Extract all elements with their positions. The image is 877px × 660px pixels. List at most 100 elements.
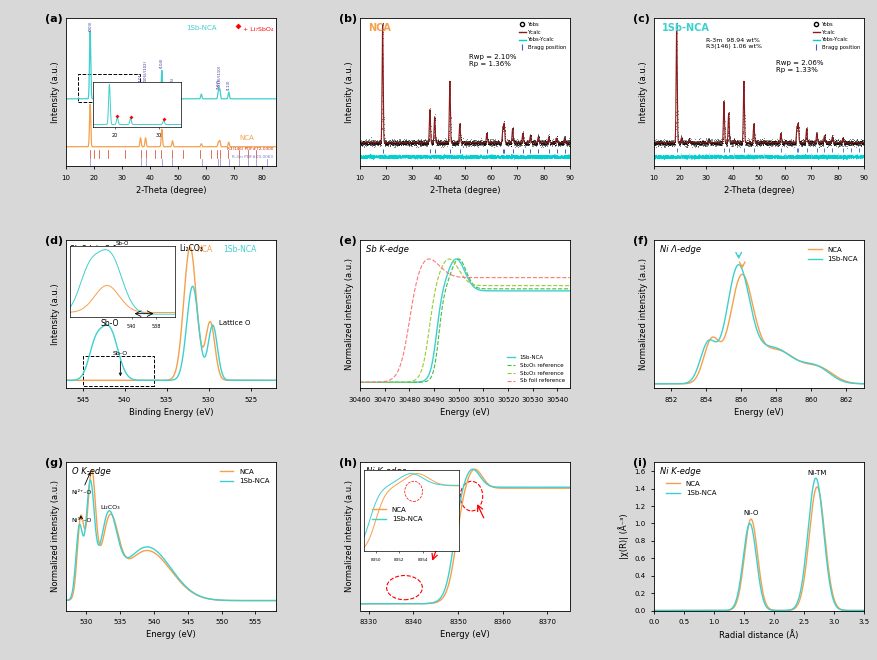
Sb foil reference <box>565 274 575 282</box>
Text: + Li₇SbO₄: + Li₇SbO₄ <box>243 27 273 32</box>
1Sb-NCA <box>744 520 754 528</box>
Text: NCA: NCA <box>196 245 212 254</box>
Legend: Yobs, Ycalc, Yobs-Ycalc, Bragg position: Yobs, Ycalc, Yobs-Ycalc, Bragg position <box>812 21 861 51</box>
Y-axis label: Normalized intensity (a.u.): Normalized intensity (a.u.) <box>51 480 61 593</box>
Sb₂O₃ reference <box>444 255 454 263</box>
Text: 1Sb-NCA: 1Sb-NCA <box>186 25 217 31</box>
NCA <box>797 587 808 595</box>
Y-axis label: Normalized intensity (a.u.): Normalized intensity (a.u.) <box>346 259 354 370</box>
1Sb-NCA <box>189 589 199 597</box>
1Sb-NCA <box>810 474 821 482</box>
Sb₂O₃ reference <box>482 282 493 290</box>
NCA <box>242 597 253 605</box>
Text: R-3m  98.94 wt%
R3(146) 1.06 wt%: R-3m 98.94 wt% R3(146) 1.06 wt% <box>706 38 762 49</box>
1Sb-NCA <box>354 378 365 386</box>
Line: 1Sb-NCA: 1Sb-NCA <box>654 478 870 610</box>
NCA <box>469 465 480 473</box>
NCA <box>444 579 454 587</box>
Sb₂O₅ reference <box>477 284 488 292</box>
1Sb-NCA <box>649 607 660 614</box>
Text: (a): (a) <box>45 14 62 24</box>
NCA <box>220 597 231 605</box>
Text: Sb 3d₃/₂–O 1s: Sb 3d₃/₂–O 1s <box>70 245 122 254</box>
1Sb-NCA <box>649 380 660 388</box>
X-axis label: Radial distance (Å): Radial distance (Å) <box>719 630 799 640</box>
NCA <box>789 354 800 362</box>
Text: R3(146) PDF#72-0300: R3(146) PDF#72-0300 <box>226 147 273 150</box>
Y-axis label: Intensity (a.u.): Intensity (a.u.) <box>639 61 648 123</box>
Text: (e): (e) <box>339 236 357 246</box>
NCA <box>865 607 875 614</box>
Text: (i): (i) <box>633 458 647 468</box>
Line: NCA: NCA <box>360 469 570 604</box>
Text: (018)/(110): (018)/(110) <box>217 65 222 86</box>
Text: NCA: NCA <box>368 23 391 33</box>
1Sb-NCA <box>773 345 783 352</box>
Text: Ni-TM: Ni-TM <box>808 469 827 476</box>
NCA <box>671 607 681 614</box>
Sb₂O₅ reference <box>367 378 378 386</box>
Sb₂O₅ reference <box>488 285 499 293</box>
1Sb-NCA <box>817 515 828 523</box>
Line: NCA: NCA <box>654 487 870 610</box>
Sb₂O₅ reference <box>514 285 524 293</box>
Text: (107): (107) <box>217 78 220 88</box>
1Sb-NCA <box>477 286 488 294</box>
X-axis label: Energy (eV): Energy (eV) <box>440 630 489 640</box>
Text: (101): (101) <box>139 71 143 82</box>
Sb₂O₅ reference <box>482 285 493 293</box>
NCA <box>565 484 575 492</box>
Bar <box>78 74 140 102</box>
Sb₂O₅ reference <box>354 378 365 386</box>
1Sb-NCA <box>474 471 485 479</box>
Text: Ni²⁺–O: Ni²⁺–O <box>71 473 91 495</box>
1Sb-NCA <box>371 600 381 608</box>
Sb foil reference <box>536 274 546 282</box>
Legend: NCA, 1Sb-NCA: NCA, 1Sb-NCA <box>369 504 425 525</box>
Bar <box>82 356 154 386</box>
Legend: NCA, 1Sb-NCA: NCA, 1Sb-NCA <box>664 478 719 499</box>
1Sb-NCA <box>367 378 378 386</box>
1Sb-NCA <box>797 578 808 586</box>
NCA <box>744 286 754 294</box>
NCA <box>821 546 831 554</box>
Text: Sb-O: Sb-O <box>100 319 118 328</box>
Text: Sb Κ-edge: Sb Κ-edge <box>366 245 409 254</box>
NCA <box>61 597 71 605</box>
1Sb-NCA <box>482 287 493 295</box>
Line: NCA: NCA <box>654 275 864 384</box>
X-axis label: 2-Theta (degree): 2-Theta (degree) <box>430 186 500 195</box>
1Sb-NCA <box>744 294 754 302</box>
NCA <box>817 510 828 517</box>
NCA <box>649 380 660 388</box>
1Sb-NCA <box>380 600 390 608</box>
NCA <box>452 532 462 540</box>
NCA <box>87 465 97 473</box>
1Sb-NCA <box>736 570 746 578</box>
X-axis label: 2-Theta (degree): 2-Theta (degree) <box>724 186 794 195</box>
Text: Lattice O: Lattice O <box>218 319 250 325</box>
1Sb-NCA <box>702 337 713 345</box>
NCA <box>448 558 459 566</box>
X-axis label: Energy (eV): Energy (eV) <box>734 409 784 417</box>
Y-axis label: Intensity (a.u.): Intensity (a.u.) <box>346 61 354 123</box>
1Sb-NCA <box>451 255 461 263</box>
Text: (003): (003) <box>88 20 92 31</box>
Line: 1Sb-NCA: 1Sb-NCA <box>66 480 275 601</box>
Sb₂O₃ reference <box>367 378 378 386</box>
Text: (g): (g) <box>45 458 63 468</box>
Text: (113): (113) <box>227 79 231 90</box>
1Sb-NCA <box>536 287 546 295</box>
1Sb-NCA <box>686 376 696 384</box>
Text: (015): (015) <box>170 77 175 87</box>
Text: (006)/(102): (006)/(102) <box>144 59 147 82</box>
Text: 1Sb-NCA: 1Sb-NCA <box>662 23 710 33</box>
Text: Ni Κ-edge: Ni Κ-edge <box>366 467 407 476</box>
NCA <box>189 589 199 597</box>
Text: Li₂CO₃: Li₂CO₃ <box>179 244 203 253</box>
Y-axis label: Intensity (a.u.): Intensity (a.u.) <box>51 284 61 345</box>
X-axis label: Energy (eV): Energy (eV) <box>440 409 489 417</box>
NCA <box>812 483 823 491</box>
NCA <box>474 469 485 477</box>
1Sb-NCA <box>859 379 869 387</box>
